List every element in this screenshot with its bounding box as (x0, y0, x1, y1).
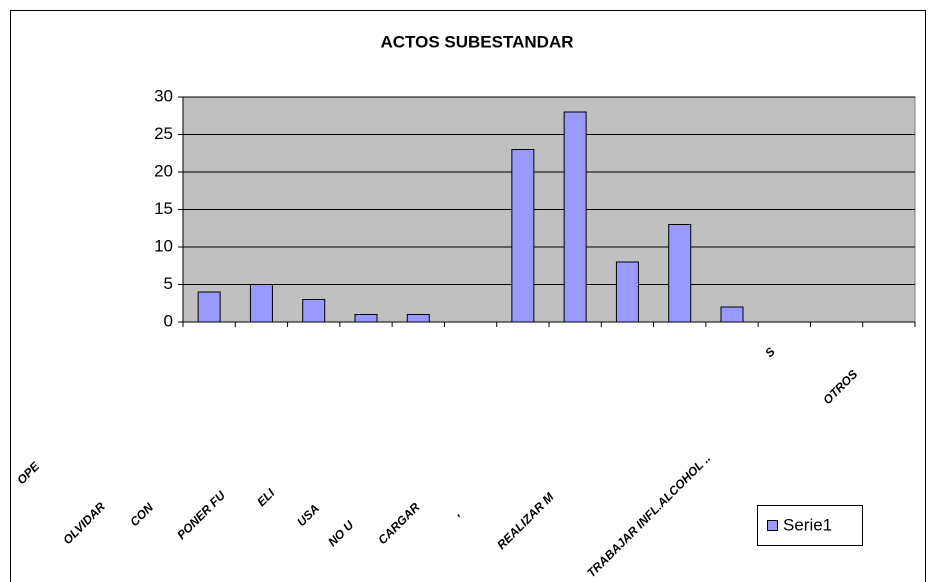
bar (249, 284, 273, 323)
y-tick-label: 0 (164, 311, 173, 330)
bar (563, 111, 587, 323)
y-tick-label: 25 (154, 124, 173, 143)
bar (197, 291, 221, 323)
y-tick-label: 5 (164, 274, 173, 293)
y-tick-label: 15 (154, 199, 173, 218)
bar (511, 149, 535, 323)
bar (668, 224, 692, 323)
y-tick-label: 20 (154, 161, 173, 180)
legend-swatch (767, 520, 778, 531)
bar (302, 299, 326, 323)
legend-label: Serie1 (783, 515, 832, 534)
y-tick-label: 30 (154, 86, 173, 105)
bar (406, 314, 430, 323)
bar (615, 261, 639, 323)
y-tick-label: 10 (154, 236, 173, 255)
bar (354, 314, 378, 323)
chart-title: ACTOS SUBESTANDAR (381, 32, 574, 51)
bar (720, 306, 744, 323)
